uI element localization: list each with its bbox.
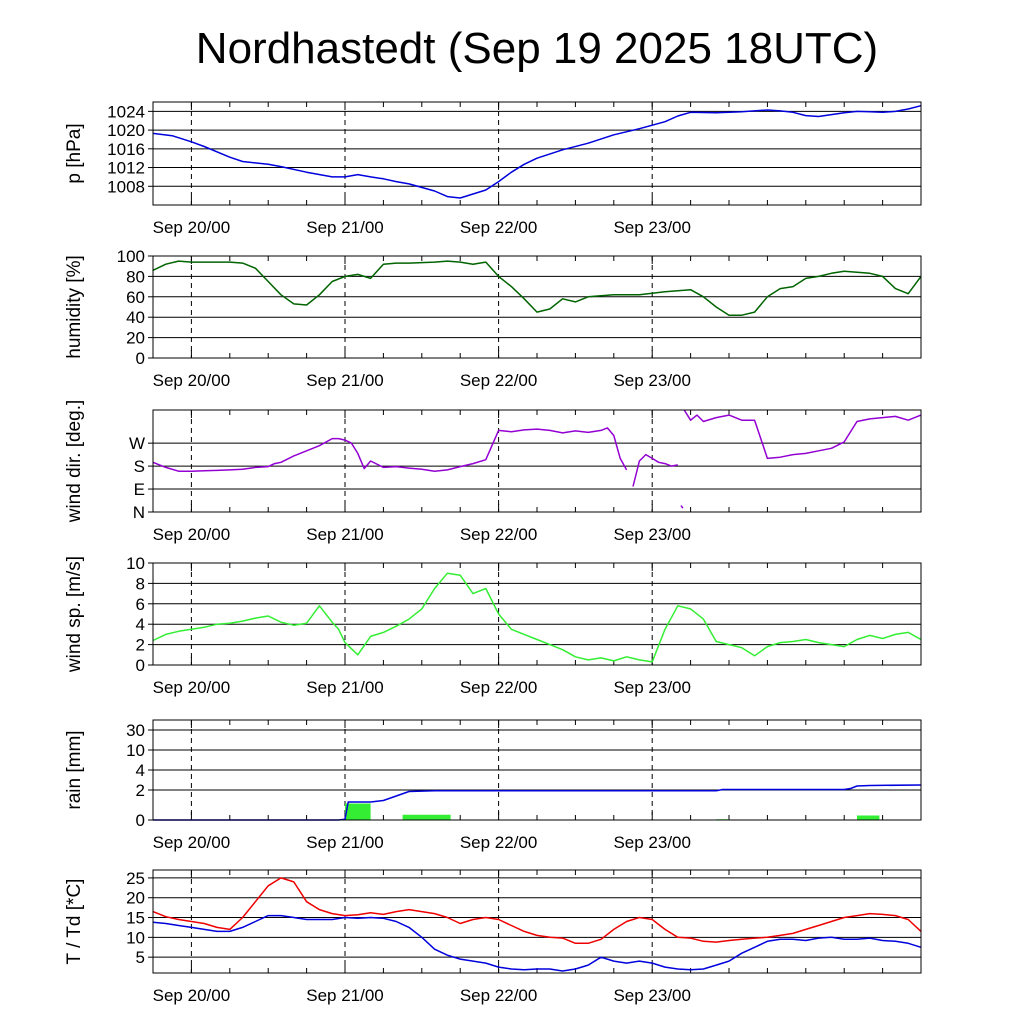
y-axis-label: rain [mm] [64,730,85,809]
x-tick-label: Sep 23/00 [613,833,691,852]
y-tick-label: 10 [126,741,145,760]
x-tick-label: Sep 23/00 [613,218,691,237]
y-tick-label: 2 [136,636,145,655]
x-tick-label: Sep 22/00 [460,678,538,697]
y-tick-label: 6 [136,595,145,614]
y-tick-label: 10 [126,928,145,947]
series-line-wind_dir [683,409,922,460]
x-tick-label: Sep 21/00 [306,218,384,237]
x-tick-label: Sep 23/00 [613,986,691,1005]
x-tick-label: Sep 21/00 [306,833,384,852]
rain-bar [402,814,451,820]
y-axis-label: wind sp. [m/s] [64,556,85,673]
y-axis-label: wind dir. [deg.] [64,400,85,524]
y-tick-label: E [134,480,145,499]
series-line-dewpoint [152,914,922,972]
series-line-pressure [152,104,922,199]
x-tick-label: Sep 22/00 [460,525,538,544]
x-tick-label: Sep 20/00 [153,833,231,852]
x-tick-label: Sep 20/00 [153,986,231,1005]
x-tick-label: Sep 21/00 [306,986,384,1005]
x-tick-label: Sep 22/00 [460,371,538,390]
x-tick-label: Sep 20/00 [153,525,231,544]
plot-frame [152,719,922,821]
y-tick-label: 8 [136,574,145,593]
x-tick-label: Sep 23/00 [613,525,691,544]
series-line-wind_dir [680,505,684,509]
y-axis-label: T / Td [*C] [64,879,85,965]
x-tick-label: Sep 22/00 [460,218,538,237]
plot-frame [152,101,922,206]
y-axis-label: humidity [%] [64,255,85,358]
series-line-wind_speed [152,572,922,663]
y-tick-label: 40 [126,308,145,327]
y-tick-label: 2 [136,781,145,800]
y-tick-label: 4 [136,761,145,780]
y-tick-label: 30 [126,721,145,740]
series-line-rain_total [153,784,922,821]
x-tick-label: Sep 20/00 [153,218,231,237]
x-tick-label: Sep 21/00 [306,525,384,544]
x-tick-label: Sep 23/00 [613,678,691,697]
y-tick-label: 25 [126,869,145,888]
y-tick-label: 60 [126,288,145,307]
y-tick-label: 80 [126,267,145,286]
x-tick-label: Sep 23/00 [613,371,691,390]
chart-title: Nordhastedt (Sep 19 2025 18UTC) [195,24,879,73]
plot-frame [152,562,922,666]
y-axis-label: p [hPa] [64,123,85,183]
plot-frame [152,255,922,359]
x-tick-label: Sep 21/00 [306,678,384,697]
y-tick-label: 20 [126,889,145,908]
y-tick-label: 10 [126,554,145,573]
y-tick-label: S [134,457,145,476]
series-line-humidity [152,260,922,316]
x-tick-label: Sep 22/00 [460,833,538,852]
y-tick-label: 5 [136,948,145,967]
y-tick-label: 20 [126,329,145,348]
y-tick-label: 0 [136,349,145,368]
x-tick-label: Sep 22/00 [460,986,538,1005]
y-tick-label: 0 [136,656,145,675]
rain-bar [857,815,880,820]
series-line-wind_dir [632,453,678,487]
plot-frame [152,409,922,513]
x-tick-label: Sep 20/00 [153,678,231,697]
series-line-temperature [152,877,922,945]
x-tick-label: Sep 20/00 [153,371,231,390]
y-tick-label: 15 [126,909,145,928]
y-tick-label: 100 [117,247,145,266]
y-tick-label: 0 [136,811,145,830]
y-tick-label: 4 [136,615,145,634]
y-tick-label: 1024 [107,102,145,121]
y-tick-label: 1008 [107,177,145,196]
y-tick-label: W [129,434,145,453]
y-tick-label: 1016 [107,140,145,159]
series-line-wind_dir [152,427,628,472]
y-tick-label: N [133,503,145,522]
plot-frame [152,869,922,974]
rain-bar [345,803,371,820]
panel-4: 02 46 810 wind sp. [m/s] Sep 20/00 Sep 21/00 S… [64,554,922,697]
y-tick-label: 1012 [107,159,145,178]
x-tick-label: Sep 21/00 [306,371,384,390]
y-tick-label: 1020 [107,121,145,140]
